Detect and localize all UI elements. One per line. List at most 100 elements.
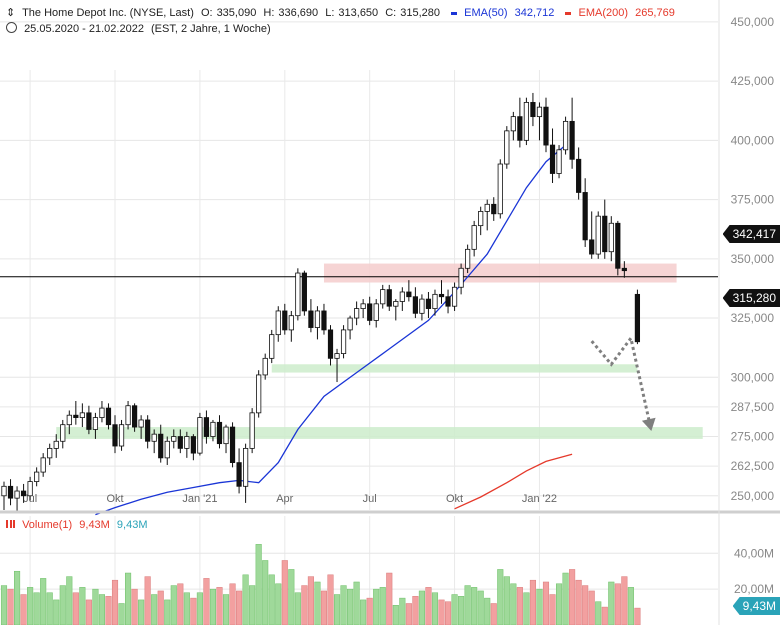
candle-type-icon[interactable]: ⇕ xyxy=(6,7,16,19)
candle-up xyxy=(399,291,405,302)
volume-bar xyxy=(451,594,458,626)
candle-up xyxy=(295,272,301,317)
volume-bar xyxy=(582,585,589,626)
candle-down xyxy=(86,412,92,430)
projection-arrowhead xyxy=(641,417,656,431)
volume-value-red: 9,43M xyxy=(79,519,110,531)
volume-label: Volume(1) xyxy=(22,519,73,531)
candle-down xyxy=(406,291,412,298)
candle-up xyxy=(465,248,471,269)
volume-bar xyxy=(27,587,34,626)
resistance-zone xyxy=(323,263,677,283)
candle-down xyxy=(73,414,79,418)
volume-bar xyxy=(536,588,543,626)
volume-bar xyxy=(307,576,314,626)
volume-bar xyxy=(216,587,223,626)
candle-down xyxy=(386,289,392,307)
volume-bars xyxy=(0,544,641,626)
date-range: 25.05.2020 - 21.02.2022 xyxy=(24,23,144,35)
candle-up xyxy=(419,298,425,314)
volume-bar xyxy=(458,596,465,626)
volume-bar xyxy=(249,585,256,626)
candle-up xyxy=(471,225,477,250)
volume-bar xyxy=(72,592,79,626)
volume-bar xyxy=(340,585,347,626)
volume-bar xyxy=(33,592,40,626)
volume-bar xyxy=(98,594,106,626)
volume-axis: 20,00M 40,00M xyxy=(734,546,774,596)
high-label: H: xyxy=(263,7,275,19)
candle-up xyxy=(523,102,530,141)
volume-bar xyxy=(490,603,497,626)
candle-up xyxy=(562,120,569,151)
time-tick-label: Okt xyxy=(446,493,463,505)
candle-down xyxy=(425,298,432,309)
volume-bar xyxy=(262,560,269,626)
volume-bar xyxy=(85,599,92,626)
volume-bar xyxy=(125,572,132,626)
volume-bar xyxy=(170,585,177,626)
ema200-line xyxy=(454,453,573,510)
candle-up xyxy=(92,417,99,430)
volume-bar xyxy=(59,585,66,626)
volume-bar xyxy=(634,607,641,626)
volume-bar xyxy=(118,603,125,626)
volume-bar xyxy=(333,594,341,626)
volume-bar xyxy=(177,583,184,626)
candle-up xyxy=(256,374,262,414)
volume-bar xyxy=(608,581,615,626)
candle-down xyxy=(105,407,112,426)
ema50-legend-value: 342,712 xyxy=(514,7,555,19)
volume-bar xyxy=(222,594,230,626)
volume-bar xyxy=(549,594,556,626)
volume-bar xyxy=(523,592,530,626)
price-tick-label: 275,000 xyxy=(731,430,775,444)
volume-bar xyxy=(614,583,621,626)
candle-down xyxy=(615,222,621,269)
volume-bar xyxy=(157,590,164,626)
candle-up xyxy=(504,130,510,165)
support-mid-zone xyxy=(271,364,638,373)
candle-up xyxy=(249,412,255,449)
candle-down xyxy=(438,293,445,298)
volume-bar xyxy=(164,599,171,626)
candle-up xyxy=(118,424,125,447)
volume-bar xyxy=(360,599,367,626)
candle-up xyxy=(608,222,614,253)
volume-bar xyxy=(301,585,308,626)
volume-bar xyxy=(418,590,425,626)
price-tick-label: 400,000 xyxy=(731,133,775,147)
candle-down xyxy=(7,485,14,499)
volume-bar xyxy=(438,599,445,626)
candle-down xyxy=(602,215,608,253)
time-tick-label: Jul xyxy=(363,493,377,505)
chart-title: The Home Depot Inc. (NYSE, Last) xyxy=(22,7,194,19)
ema50-price-badge: 342,417 xyxy=(722,225,780,243)
volume-bar xyxy=(353,581,360,626)
candle-down xyxy=(327,329,334,359)
volume-bar xyxy=(562,572,569,626)
volume-header: Volume(1) 9,43M 9,43M xyxy=(6,519,147,531)
volume-bar xyxy=(66,576,73,626)
volume-bar xyxy=(425,587,432,626)
candle-up xyxy=(451,286,458,307)
candle-up xyxy=(197,417,203,454)
volume-bar xyxy=(379,587,386,626)
volume-badge: 9,43M xyxy=(732,597,780,615)
candle-down xyxy=(576,158,582,193)
volume-bar xyxy=(569,569,576,626)
candle-down xyxy=(517,116,523,141)
candle-up xyxy=(47,447,53,459)
ema200-legend-swatch xyxy=(565,11,572,15)
candle-down xyxy=(530,102,536,118)
candle-down xyxy=(203,417,210,437)
volume-bar xyxy=(484,597,491,626)
volume-bar xyxy=(144,576,151,626)
volume-bar xyxy=(601,606,608,626)
volume-bar xyxy=(281,560,288,626)
candle-up xyxy=(184,436,190,449)
volume-bar xyxy=(556,583,563,626)
volume-bar xyxy=(510,583,517,626)
